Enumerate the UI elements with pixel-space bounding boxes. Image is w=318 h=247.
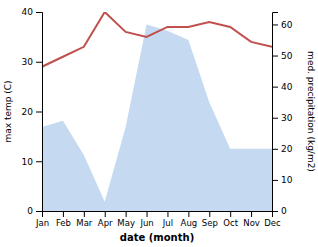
line — [42, 12, 272, 67]
tick-mark — [105, 211, 106, 217]
tick-mark — [84, 211, 85, 217]
tick-label: 10 — [22, 157, 34, 167]
tick: Mar — [76, 211, 93, 228]
tick: Oct — [223, 211, 238, 228]
tick: 40 — [22, 7, 42, 17]
tick: 0 — [27, 206, 42, 216]
tick-label: 0 — [27, 206, 33, 216]
tick-label: 30 — [281, 113, 293, 123]
tick-label: Feb — [56, 218, 71, 228]
tick: Nov — [243, 211, 260, 228]
tick-mark — [272, 118, 278, 119]
tick-label: 40 — [281, 82, 293, 92]
plot-root: JanFebMarAprMayJunJulAugSepOctNovDec0102… — [22, 7, 293, 228]
axis-line — [36, 13, 43, 212]
tick-label: Nov — [243, 218, 260, 228]
tick-label: 40 — [22, 7, 34, 17]
y-axis-title: max temp (C) — [3, 80, 13, 142]
y2-axis: 0 10 20 30 40 50 60 — [272, 13, 293, 217]
tick-label: 60 — [281, 20, 293, 30]
tick-mark — [272, 56, 278, 57]
tick-mark — [272, 149, 278, 150]
tick-mark — [188, 211, 189, 217]
tick-label: Apr — [98, 218, 113, 228]
tick: Jul — [162, 211, 173, 228]
tick-label: Aug — [181, 218, 198, 228]
area — [42, 24, 272, 211]
tick-mark — [167, 211, 168, 217]
tick: Jun — [139, 211, 153, 228]
tick-mark — [272, 211, 278, 212]
tick: Apr — [98, 211, 113, 228]
tick-mark — [251, 211, 252, 217]
tick-label: Jul — [162, 218, 173, 228]
tick: Sep — [202, 211, 218, 228]
tick: 10 — [272, 175, 293, 185]
tick-label: 20 — [22, 107, 34, 117]
tick: Jan — [35, 211, 49, 228]
tick-label: 20 — [281, 144, 293, 154]
tick-mark — [230, 211, 231, 217]
tick-label: May — [117, 218, 135, 228]
tick: 60 — [272, 20, 293, 30]
tick-mark — [272, 180, 278, 181]
tick-mark — [272, 24, 278, 25]
tick-label: Jan — [35, 218, 49, 228]
tick-label: 30 — [22, 57, 34, 67]
tick: 30 — [272, 113, 293, 123]
y2-axis-title: med. precipitation (kg/m2) — [306, 51, 316, 172]
tick-mark — [36, 161, 42, 162]
tick-mark — [147, 211, 148, 217]
tick-label: Jun — [139, 218, 153, 228]
tick: 0 — [272, 206, 287, 216]
x-axis-title: date (month) — [120, 232, 194, 243]
marks — [42, 12, 272, 211]
tick-label: 0 — [281, 206, 287, 216]
tick-label: Oct — [223, 218, 238, 228]
tick-mark — [126, 211, 127, 217]
tick-mark — [36, 211, 42, 212]
tick-label: Mar — [76, 218, 93, 228]
tick-label: 10 — [281, 175, 293, 185]
tick: 50 — [272, 51, 293, 61]
tick: 20 — [272, 144, 293, 154]
axis-line — [43, 212, 273, 218]
tick-mark — [63, 211, 64, 217]
tick: 40 — [272, 82, 293, 92]
tick: 30 — [22, 57, 42, 67]
tick-mark — [36, 112, 42, 113]
x-axis: Jan Feb Mar Apr May Jun Jul Aug Sep Oct Nov Dec — [35, 211, 281, 228]
tick-label: Dec — [264, 218, 281, 228]
y-axis: 0 10 20 30 40 — [22, 7, 43, 216]
tick-mark — [272, 87, 278, 88]
axis-line — [273, 13, 279, 212]
tick: 10 — [22, 157, 42, 167]
tick-label: Sep — [202, 218, 218, 228]
tick-label: 50 — [281, 51, 293, 61]
tick: 20 — [22, 107, 42, 117]
tick-mark — [209, 211, 210, 217]
tick: Feb — [56, 211, 71, 228]
tick: Aug — [181, 211, 198, 228]
tick-mark — [36, 62, 42, 63]
tick: May — [117, 211, 135, 228]
chart: JanFebMarAprMayJunJulAugSepOctNovDec0102… — [0, 0, 318, 247]
tick-mark — [36, 12, 42, 13]
tick: Dec — [264, 211, 281, 228]
